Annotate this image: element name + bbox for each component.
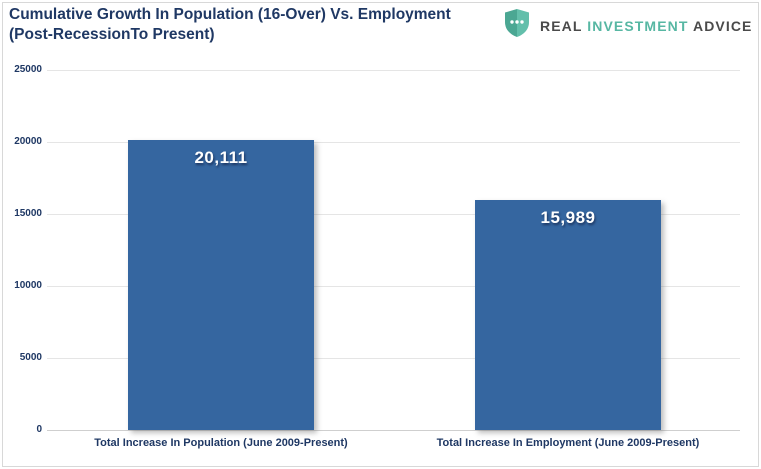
real-investment-advice-logo: REAL INVESTMENT ADVICE (503, 8, 752, 43)
y-axis-tick-label: 5000 (19, 352, 42, 363)
bar-value-employment: 15,989 (540, 208, 596, 227)
gridline (47, 358, 740, 359)
gridline (47, 430, 740, 431)
y-axis: 0 5000 10000 15000 20000 25000 (0, 64, 42, 435)
x-axis-label-employment: Total Increase In Employment (June 2009-… (436, 437, 700, 449)
plot-area: 20,111 15,989 (47, 70, 740, 431)
y-axis-tick-label: 10000 (14, 280, 42, 291)
logo-word-investment: INVESTMENT (587, 17, 689, 34)
bar-value-population: 20,111 (194, 148, 248, 167)
gridline (47, 286, 740, 287)
logo-text: REAL INVESTMENT ADVICE (540, 18, 752, 34)
y-axis-tick-label: 15000 (14, 208, 42, 219)
chart-title: Cumulative Growth In Population (16-Over… (9, 6, 451, 44)
bar-population: 20,111 (128, 140, 314, 430)
gridline (47, 70, 740, 71)
y-axis-tick-label: 25000 (14, 64, 42, 75)
gridline (47, 142, 740, 143)
y-axis-tick-label: 0 (36, 424, 42, 435)
logo-word-advice: ADVICE (692, 17, 753, 34)
y-axis-tick-label: 20000 (14, 136, 42, 147)
shield-dots-icon (503, 8, 531, 43)
x-axis-label-population: Total Increase In Population (June 2009-… (94, 437, 348, 449)
logo-word-real: REAL (540, 17, 583, 34)
bar-employment: 15,989 (475, 200, 661, 430)
gridline (47, 214, 740, 215)
